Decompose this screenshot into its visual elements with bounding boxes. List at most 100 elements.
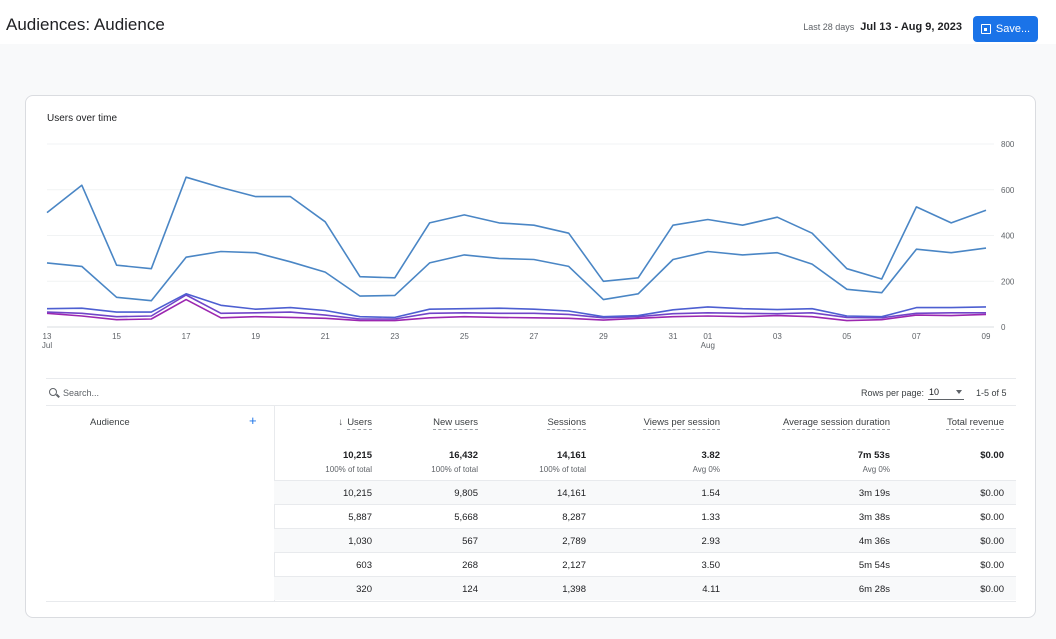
table-header: Audience + ↓ Users New users Sessions Vie…	[46, 405, 1016, 438]
table-cell: 2,789	[562, 536, 586, 547]
table-bottom-border	[46, 601, 1016, 602]
total-sub: 100% of total	[431, 465, 478, 474]
rows-per-page-select[interactable]: 10	[928, 385, 964, 400]
total-value: 14,161	[556, 450, 586, 461]
table-cell: 2.93	[701, 536, 721, 547]
table-cell: 124	[462, 584, 478, 595]
date-range-value: Jul 13 - Aug 9, 2023	[860, 21, 962, 33]
search-icon	[49, 388, 57, 396]
total-value: $0.00	[980, 450, 1004, 461]
series-line-1[interactable]	[46, 176, 987, 283]
search-input[interactable]	[63, 384, 263, 402]
table-row[interactable]: 1,030 567 2,789 2.93 4m 36s $0.00	[274, 528, 1016, 552]
table-cell: 320	[356, 584, 372, 595]
series-line-3[interactable]	[46, 293, 987, 319]
save-button-label: Save...	[995, 23, 1031, 35]
pagination-range: 1-5 of 5	[976, 388, 1007, 398]
column-header-new-users[interactable]: New users	[433, 417, 478, 428]
date-range-picker[interactable]: Last 28 days Jul 13 - Aug 9, 2023	[803, 21, 962, 33]
sort-down-icon: ↓	[338, 417, 344, 428]
x-tick-label: 31	[669, 332, 678, 341]
x-tick-label: 09	[982, 332, 991, 341]
table-cell: 1.33	[701, 512, 721, 523]
save-icon	[980, 24, 991, 34]
x-tick-label: 05	[842, 332, 851, 341]
total-value: 3.82	[701, 450, 721, 461]
table-cell: 1.54	[701, 488, 721, 499]
totals-row: 10,215 100% of total 16,432 100% of tota…	[46, 438, 1016, 480]
chart-title: Users over time	[47, 113, 118, 124]
table-cell: 6m 28s	[858, 584, 890, 595]
table-toolbar: Rows per page: 10 1-5 of 5	[46, 378, 1016, 406]
table-cell: 603	[356, 560, 372, 571]
y-tick-label: 400	[1001, 232, 1015, 241]
table-cell: 10,215	[342, 488, 372, 499]
dimension-header[interactable]: Audience	[90, 417, 130, 428]
table-cell: $0.00	[980, 584, 1004, 595]
table-cell: $0.00	[980, 560, 1004, 571]
total-sub: Avg 0%	[862, 465, 890, 474]
x-tick-label: 15	[112, 332, 121, 341]
x-tick-label: 29	[599, 332, 608, 341]
y-tick-label: 600	[1001, 186, 1015, 195]
y-tick-label: 800	[1001, 140, 1015, 149]
y-tick-label: 0	[1001, 323, 1006, 332]
date-range-prefix: Last 28 days	[803, 22, 855, 32]
series-line-5[interactable]	[46, 298, 987, 322]
x-tick-label: 07	[912, 332, 921, 341]
x-tick-label: 21	[321, 332, 330, 341]
x-tick-sublabel: Aug	[701, 341, 715, 350]
table-cell: 4.11	[702, 584, 720, 595]
table-cell: 1,398	[562, 584, 586, 595]
total-value: 10,215	[342, 450, 372, 461]
series-line-4[interactable]	[46, 294, 986, 320]
table-cell: $0.00	[980, 488, 1004, 499]
x-tick-label: 01	[703, 332, 712, 341]
table-row[interactable]: 603 268 2,127 3.50 5m 54s $0.00	[274, 552, 1016, 576]
table-row[interactable]: 5,887 5,668 8,287 1.33 3m 38s $0.00	[274, 504, 1016, 528]
x-tick-label: 27	[529, 332, 538, 341]
series-line-2[interactable]	[46, 247, 987, 302]
column-header-sessions[interactable]: Sessions	[547, 417, 586, 428]
table-cell: 5,887	[348, 512, 372, 523]
table-cell: 268	[462, 560, 478, 571]
column-header-avg-session-duration[interactable]: Average session duration	[782, 417, 890, 428]
table-cell: $0.00	[980, 512, 1004, 523]
y-tick-label: 200	[1001, 277, 1015, 286]
x-tick-label: 25	[460, 332, 469, 341]
table-cell: 5m 54s	[858, 560, 890, 571]
table-cell: 14,161	[556, 488, 586, 499]
total-sub: 100% of total	[325, 465, 372, 474]
table-cell: 3m 19s	[858, 488, 890, 499]
total-value: 7m 53s	[857, 450, 890, 461]
x-tick-label: 03	[773, 332, 782, 341]
top-bar: Audiences: Audience Last 28 days Jul 13 …	[0, 0, 1056, 85]
save-button[interactable]: Save...	[973, 16, 1038, 42]
report-card: Users over time 0 200 400 600 800 13 Jul 15 17 19…	[25, 95, 1036, 618]
x-tick-label: 23	[390, 332, 399, 341]
table-cell: 8,287	[562, 512, 586, 523]
x-tick-label: 19	[251, 332, 260, 341]
column-header-users[interactable]: ↓ Users	[338, 417, 372, 428]
table-cell: 3.50	[701, 560, 721, 571]
total-sub: Avg 0%	[692, 465, 720, 474]
add-dimension-icon[interactable]: +	[249, 413, 257, 428]
total-value: 16,432	[448, 450, 478, 461]
x-tick-label: 17	[182, 332, 191, 341]
table-cell: 4m 36s	[858, 536, 890, 547]
table-cell: 1,030	[348, 536, 372, 547]
page-title: Audiences: Audience	[6, 15, 165, 34]
table-cell: 3m 38s	[858, 512, 890, 523]
audience-table: Audience + ↓ Users New users Sessions Vie…	[46, 405, 1016, 602]
total-sub: 100% of total	[539, 465, 586, 474]
x-tick-sublabel: Jul	[42, 341, 52, 350]
table-cell: 567	[462, 536, 478, 547]
table-row[interactable]: 10,215 9,805 14,161 1.54 3m 19s $0.00	[274, 480, 1016, 504]
column-header-views-per-session[interactable]: Views per session	[643, 417, 720, 428]
rows-per-page-value: 10	[929, 387, 940, 397]
table-row[interactable]: 320 124 1,398 4.11 6m 28s $0.00	[274, 576, 1016, 600]
table-cell: 5,668	[454, 512, 478, 523]
table-cell: $0.00	[980, 536, 1004, 547]
column-header-total-revenue[interactable]: Total revenue	[946, 417, 1004, 428]
